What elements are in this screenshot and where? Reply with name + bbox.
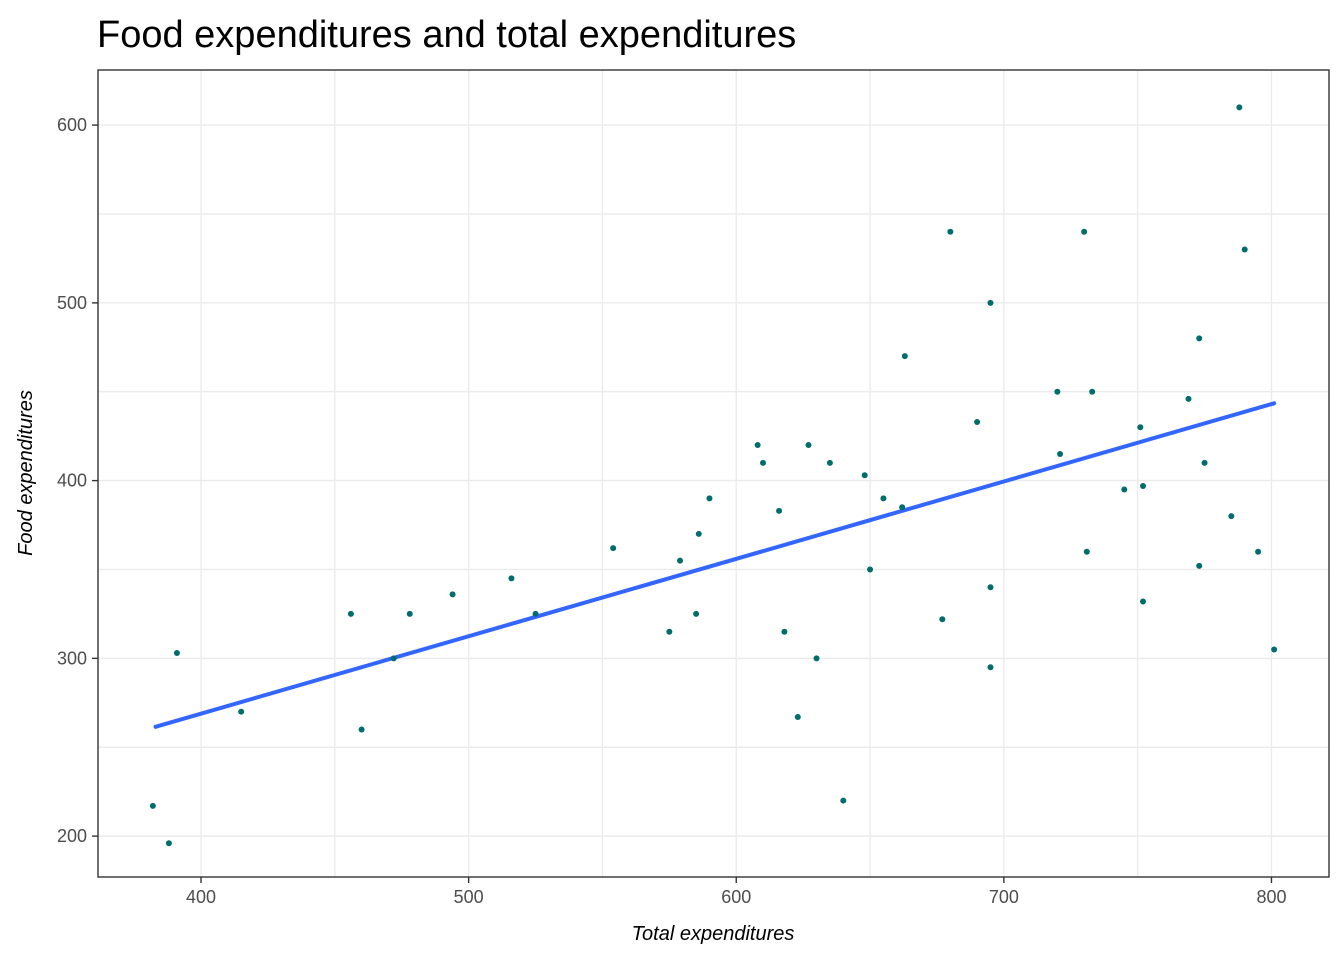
data-point (149, 802, 156, 809)
data-point (173, 650, 180, 657)
data-point (390, 655, 397, 662)
data-point (813, 655, 820, 662)
data-point (1137, 424, 1144, 431)
data-point (760, 459, 767, 466)
data-point (1196, 562, 1203, 569)
data-point (880, 495, 887, 502)
data-point (695, 530, 702, 537)
data-point (939, 616, 946, 623)
x-tick-label: 800 (1256, 887, 1286, 907)
x-tick-label: 700 (989, 887, 1019, 907)
plot-panel-border (97, 69, 1330, 878)
data-point (987, 584, 994, 591)
data-point (861, 472, 868, 479)
data-point (165, 840, 172, 847)
data-point (1185, 395, 1192, 402)
data-point (1196, 335, 1203, 342)
y-tick-label: 200 (57, 826, 87, 846)
data-point (805, 442, 812, 449)
data-point (532, 610, 539, 617)
data-point (347, 610, 354, 617)
data-point (358, 726, 365, 733)
data-point (1255, 548, 1262, 555)
data-point (449, 591, 456, 598)
data-point (238, 708, 245, 715)
data-point (794, 714, 801, 721)
data-point (867, 566, 874, 573)
data-point (1081, 228, 1088, 235)
y-tick-label: 600 (57, 115, 87, 135)
data-point (1057, 450, 1064, 457)
data-point (1121, 486, 1128, 493)
data-point (1201, 459, 1208, 466)
data-point (840, 797, 847, 804)
data-point (706, 495, 713, 502)
y-tick-label: 500 (57, 293, 87, 313)
data-point (987, 299, 994, 306)
data-point (1241, 246, 1248, 253)
data-point (899, 504, 906, 511)
axis-ticks: 400 500 600 700 800 200 300 400 500 600 (57, 115, 1287, 907)
x-tick-label: 400 (186, 887, 216, 907)
grid-lines (98, 70, 1329, 877)
data-point (1140, 482, 1147, 489)
data-point (1236, 104, 1243, 111)
x-axis-title: Total expenditures (632, 923, 795, 945)
data-point (776, 507, 783, 514)
data-point (406, 610, 413, 617)
data-point (754, 442, 761, 449)
data-points (149, 104, 1278, 847)
data-point (1140, 598, 1147, 605)
y-tick-label: 300 (57, 648, 87, 668)
data-point (1271, 646, 1278, 653)
data-point (1228, 513, 1235, 520)
data-point (508, 575, 515, 582)
data-point (987, 664, 994, 671)
data-point (677, 557, 684, 564)
linear-fit-line (153, 401, 1277, 729)
data-point (610, 545, 617, 552)
trend-line-layer (153, 401, 1277, 729)
data-point (1089, 388, 1096, 395)
data-point (901, 353, 908, 360)
data-point (1054, 388, 1061, 395)
data-point (1083, 548, 1090, 555)
data-point (693, 610, 700, 617)
data-point (974, 418, 981, 425)
data-point (826, 459, 833, 466)
x-tick-label: 600 (721, 887, 751, 907)
y-tick-label: 400 (57, 471, 87, 491)
chart-title: Food expenditures and total expenditures (97, 14, 796, 56)
y-axis-title: Food expenditures (15, 390, 37, 556)
data-point (666, 628, 673, 635)
data-point (781, 628, 788, 635)
x-tick-label: 500 (454, 887, 484, 907)
data-point (947, 228, 954, 235)
